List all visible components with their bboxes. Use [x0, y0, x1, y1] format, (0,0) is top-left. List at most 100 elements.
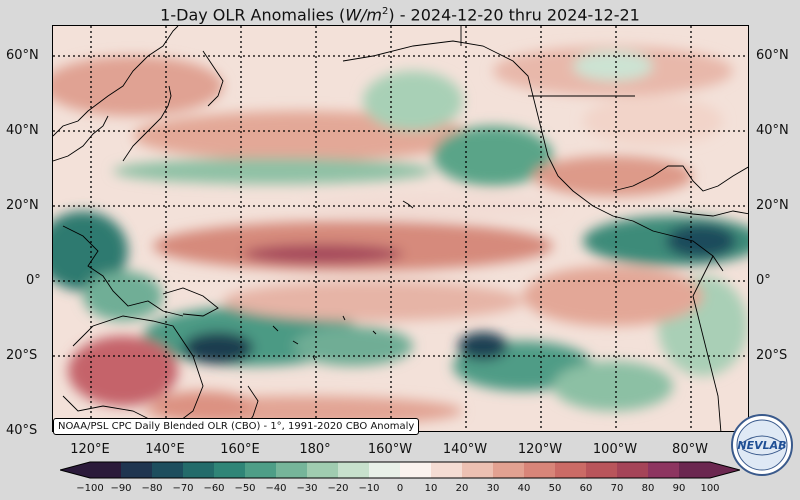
lon-label-180: 180°	[299, 442, 331, 457]
colorbar-segment	[369, 462, 401, 478]
colorbar-tick-label: −40	[265, 483, 287, 494]
positive-anomaly-north-america	[583, 96, 723, 146]
strong-positive-equatorial-core	[243, 244, 403, 264]
lat-label-left-20s: 20°S	[6, 348, 38, 363]
colorbar-tick-label: −50	[234, 483, 256, 494]
colorbar-tick-label: −80	[141, 483, 163, 494]
coastline-korea-china	[53, 115, 109, 162]
logo-text: NEVLAB	[737, 439, 786, 452]
colorbar-tick-label: 50	[548, 483, 562, 494]
colorbar-outline	[60, 461, 740, 479]
colorbar-tick-label: 90	[672, 483, 686, 494]
negative-anomaly-spcz	[293, 326, 413, 366]
coastline-maritime-continent	[62, 225, 184, 317]
colorbar-segment	[214, 462, 246, 478]
negative-anomaly-band-west-pacific	[113, 158, 433, 184]
coastline-south-america	[692, 255, 722, 431]
lon-label-160e: 160°E	[220, 442, 260, 457]
map-title: 1-Day OLR Anomalies (W/m2) - 2024-12-20 …	[160, 5, 640, 25]
colorbar	[60, 461, 740, 479]
lon-label-140w: 140°W	[442, 442, 488, 457]
positive-anomaly-australia	[68, 336, 178, 406]
positive-anomaly-tasman	[153, 391, 253, 421]
map-canvas	[53, 26, 748, 431]
negative-anomaly-philippines	[83, 271, 163, 321]
coastline-hawaii	[402, 200, 414, 209]
colorbar-tick-label: 10	[424, 483, 438, 494]
colorbar-segment	[555, 462, 587, 478]
colorbar-extend-low	[60, 462, 90, 478]
colorbar-tick-label: 30	[486, 483, 500, 494]
lon-label-100w: 100°W	[592, 442, 638, 457]
colorbar-segment	[431, 462, 463, 478]
coastline-japan	[122, 85, 172, 162]
colorbar-segment	[338, 462, 370, 478]
lat-label-right-60n: 60°N	[756, 48, 789, 63]
lat-label-right-20n: 20°N	[756, 198, 789, 213]
graticule	[53, 26, 748, 431]
colorbar-segment	[493, 462, 525, 478]
colorbar-tick-label: 20	[455, 483, 469, 494]
colorbar-extend-high	[710, 462, 740, 478]
colorbar-tick-label: −100	[76, 483, 104, 494]
colorbar-segment	[524, 462, 556, 478]
strong-negative-central-america	[666, 224, 736, 258]
colorbar-tick-label: 80	[641, 483, 655, 494]
positive-anomaly-east-pacific-south	[523, 266, 703, 326]
lon-label-120e: 120°E	[70, 442, 110, 457]
strong-negative-southeast-pacific	[458, 332, 508, 360]
lon-label-80w: 80°W	[672, 442, 708, 457]
colorbar-tick-label: 0	[396, 483, 404, 494]
lat-label-right-20s: 20°S	[756, 348, 788, 363]
coastline-australia	[62, 315, 204, 427]
colorbar-segment	[276, 462, 308, 478]
lat-label-left-40s: 40°S	[6, 423, 38, 438]
lon-label-160w: 160°W	[367, 442, 413, 457]
colorbar-segment	[245, 462, 277, 478]
colorbar-segment	[462, 462, 494, 478]
colorbar-tick-label: −20	[327, 483, 349, 494]
colorbar-segment	[586, 462, 618, 478]
colorbar-segment	[183, 462, 215, 478]
colorbar-tick-label: 60	[579, 483, 593, 494]
colorbar-tick-label: 40	[517, 483, 531, 494]
colorbar-tick-label: −30	[296, 483, 318, 494]
source-note: NOAA/PSL CPC Daily Blended OLR (CBO) - 1…	[53, 418, 420, 435]
lat-label-right-0: 0°	[756, 273, 771, 288]
negative-anomaly-north-pacific	[363, 71, 463, 131]
colorbar-segment	[152, 462, 184, 478]
colorbar-tick-label: 100	[700, 483, 720, 494]
anomaly-field	[53, 46, 748, 426]
colorbar-segment	[617, 462, 649, 478]
colorbar-tick-label: 70	[610, 483, 624, 494]
positive-anomaly-south-pacific	[223, 281, 523, 321]
olr-anomaly-map	[52, 25, 749, 432]
lat-label-left-20n: 20°N	[6, 198, 39, 213]
colorbar-tick-label: −10	[358, 483, 380, 494]
negative-anomaly-canada	[573, 51, 653, 81]
lat-label-left-0: 0°	[26, 273, 41, 288]
colorbar-segment	[648, 462, 680, 478]
lon-label-140e: 140°E	[145, 442, 185, 457]
coastline-kamchatka	[202, 50, 224, 107]
strong-negative-coral-sea	[183, 332, 253, 364]
coastline-new-guinea	[162, 287, 219, 317]
positive-anomaly-subtropical-east	[533, 156, 693, 196]
colorbar-segment	[400, 462, 432, 478]
coastline-caribbean	[672, 210, 748, 217]
colorbar-segment	[307, 462, 339, 478]
colorbar-tick-label: −60	[203, 483, 225, 494]
positive-anomaly-band-north-pacific	[53, 56, 223, 116]
coastline-mexico-gulf	[612, 165, 748, 192]
coastline-north-america-west	[532, 95, 724, 272]
colorbar-segment	[121, 462, 153, 478]
colorbar-tick-label: −70	[172, 483, 194, 494]
coastline-alaska	[342, 40, 534, 97]
nev-lab-logo: NEVLAB	[731, 414, 793, 476]
colorbar-segment	[90, 462, 122, 478]
coastline-pacific-islands	[272, 315, 377, 361]
lon-label-120w: 120°W	[517, 442, 563, 457]
negative-anomaly-south-east	[553, 361, 673, 411]
negative-anomaly-gulf-of-alaska	[433, 126, 553, 186]
lat-label-left-40n: 40°N	[6, 123, 39, 138]
